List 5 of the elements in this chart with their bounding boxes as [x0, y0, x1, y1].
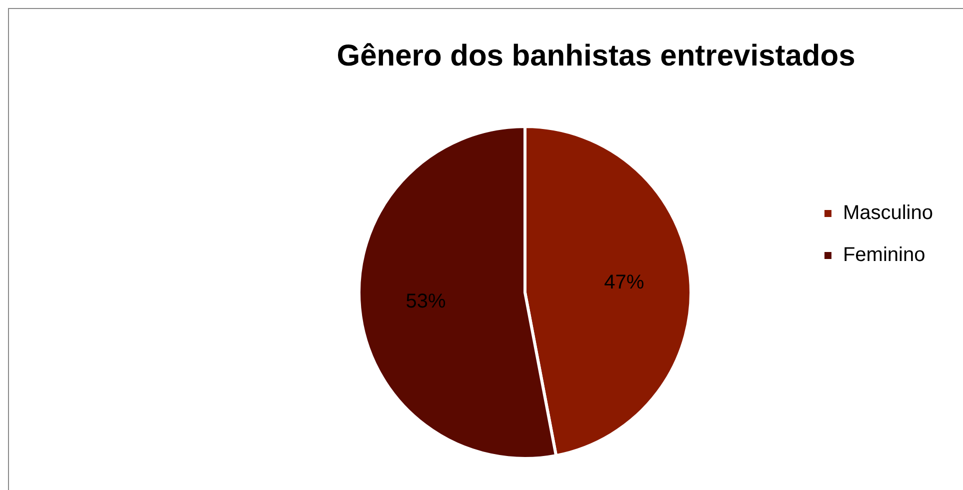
chart-title: Gênero dos banhistas entrevistados: [336, 39, 856, 72]
data-label: 53%: [406, 290, 446, 312]
legend-label: Feminino: [842, 244, 926, 266]
legend-label: Masculino: [842, 202, 934, 224]
data-label: 47%: [604, 272, 644, 294]
